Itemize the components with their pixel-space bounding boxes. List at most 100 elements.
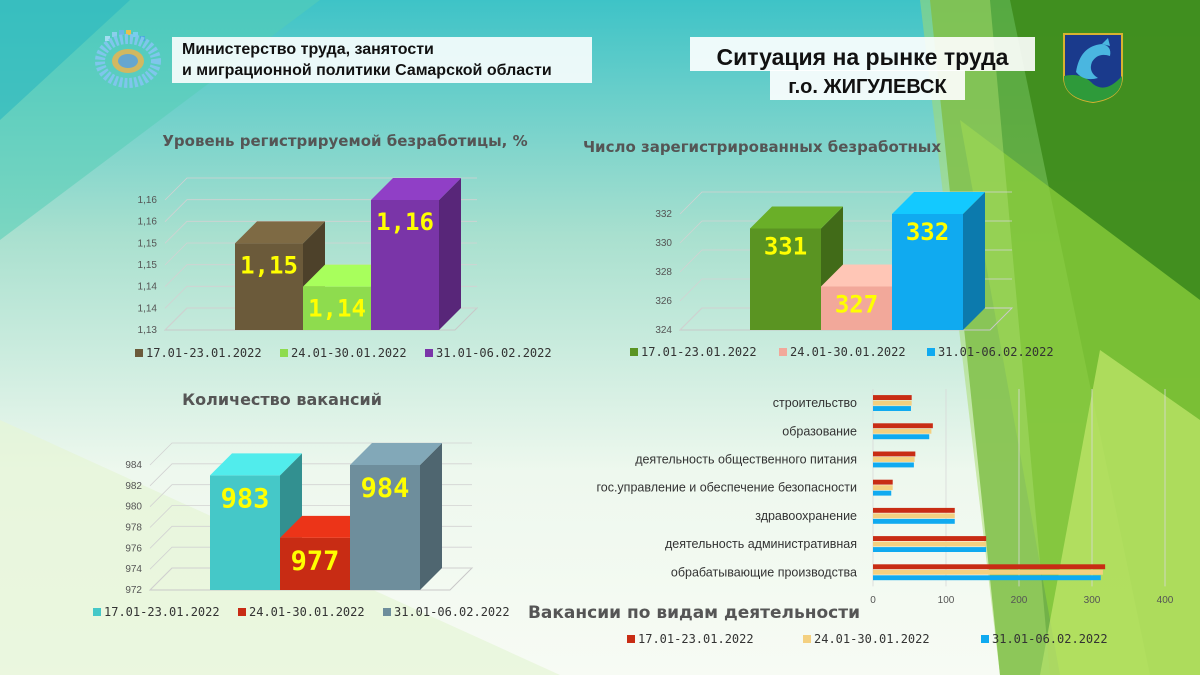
data-label: 984 <box>361 473 410 504</box>
bar <box>371 200 439 330</box>
bar <box>873 428 932 434</box>
bar <box>873 395 912 400</box>
data-label: 1,14 <box>308 295 366 323</box>
y-tick-label: 976 <box>125 543 142 554</box>
bar <box>210 475 280 590</box>
ministry-line2: и миграционной политики Самарской област… <box>182 62 552 79</box>
bar-top <box>210 453 302 476</box>
y-tick-label: 1,16 <box>138 195 158 206</box>
bar <box>873 547 987 552</box>
bar-top <box>750 206 843 229</box>
bar <box>821 286 892 330</box>
chart-title: Уровень регистрируемой безработицы, % <box>162 132 527 150</box>
category-label: гос.управление и обеспечение безопасност… <box>596 481 857 495</box>
chart-title: Число зарегистрированных безработных <box>583 138 941 156</box>
bar <box>873 507 955 513</box>
gridline <box>679 191 1012 215</box>
legend-swatch <box>280 349 288 357</box>
bar-top <box>303 264 393 287</box>
legend-label: 31.01-06.02.2022 <box>394 605 510 619</box>
data-label: 327 <box>835 291 878 319</box>
legend-swatch <box>627 635 635 643</box>
chart-title: Вакансии по видам деятельности <box>528 603 860 623</box>
legend-label: 24.01-30.01.2022 <box>790 345 906 359</box>
bar <box>873 479 893 485</box>
y-tick-label: 1,15 <box>138 238 158 249</box>
legend-label: 31.01-06.02.2022 <box>992 632 1108 646</box>
legend-swatch <box>630 348 638 356</box>
bar <box>350 465 420 590</box>
x-tick-label: 100 <box>938 595 955 606</box>
y-tick-label: 1,14 <box>138 282 158 293</box>
legend-label: 24.01-30.01.2022 <box>291 346 407 360</box>
category-label: образование <box>782 424 857 438</box>
legend-swatch <box>238 608 246 616</box>
y-tick-label: 1,16 <box>138 217 158 228</box>
bar-top <box>892 192 985 214</box>
y-tick-label: 1,15 <box>138 260 158 271</box>
category-label: обрабатывающие производства <box>671 565 857 579</box>
category-label: здравоохранение <box>755 509 857 523</box>
chart-title: Количество вакансий <box>182 390 382 409</box>
y-tick-label: 330 <box>655 238 672 249</box>
legend-swatch <box>425 349 433 357</box>
bar <box>873 485 893 491</box>
bar <box>873 406 911 411</box>
ministry-name: Министерство труда, занятости и миграцио… <box>172 37 592 83</box>
legend-swatch <box>93 608 101 616</box>
gridline <box>164 177 477 201</box>
bar <box>873 575 1101 581</box>
bar-top <box>235 221 325 244</box>
legend-swatch <box>803 635 811 643</box>
y-tick-label: 326 <box>655 296 672 307</box>
bar <box>873 490 892 496</box>
bar <box>873 457 915 462</box>
data-label: 977 <box>291 546 340 577</box>
legend-label: 24.01-30.01.2022 <box>249 605 365 619</box>
bar-side <box>439 178 461 330</box>
bar <box>873 400 912 406</box>
legend-label: 31.01-06.02.2022 <box>436 346 552 360</box>
bar-side <box>420 443 442 590</box>
x-tick-label: 0 <box>870 595 876 606</box>
y-tick-label: 978 <box>125 523 142 534</box>
x-tick-label: 400 <box>1157 595 1174 606</box>
y-tick-label: 1,14 <box>138 303 158 314</box>
y-tick-label: 972 <box>125 585 142 596</box>
legend-label: 17.01-23.01.2022 <box>641 345 757 359</box>
y-tick-label: 982 <box>125 481 142 492</box>
legend-label: 17.01-23.01.2022 <box>146 346 262 360</box>
y-tick-label: 980 <box>125 502 142 513</box>
y-tick-label: 332 <box>655 209 672 220</box>
bar <box>873 536 987 541</box>
legend-swatch <box>779 348 787 356</box>
bar-top <box>280 515 372 538</box>
data-label: 1,16 <box>376 208 434 236</box>
legend-swatch <box>981 635 989 643</box>
data-label: 1,15 <box>240 251 298 279</box>
bar <box>873 569 1103 575</box>
ministry-line1: Министерство труда, занятости <box>182 41 434 58</box>
y-tick-label: 974 <box>125 564 142 575</box>
x-tick-label: 200 <box>1011 595 1028 606</box>
y-tick-label: 984 <box>125 460 142 471</box>
bar <box>873 541 987 547</box>
bar <box>873 462 914 468</box>
bar <box>873 451 916 457</box>
data-label: 331 <box>764 233 807 261</box>
category-label: строительство <box>773 396 857 410</box>
category-label: деятельность общественного питания <box>635 453 857 467</box>
legend-label: 17.01-23.01.2022 <box>638 632 754 646</box>
y-tick-label: 328 <box>655 267 672 278</box>
bar-top <box>350 443 442 465</box>
legend-label: 31.01-06.02.2022 <box>938 345 1054 359</box>
x-tick-label: 300 <box>1084 595 1101 606</box>
bar <box>873 434 930 440</box>
legend-swatch <box>135 349 143 357</box>
bar <box>750 228 821 330</box>
